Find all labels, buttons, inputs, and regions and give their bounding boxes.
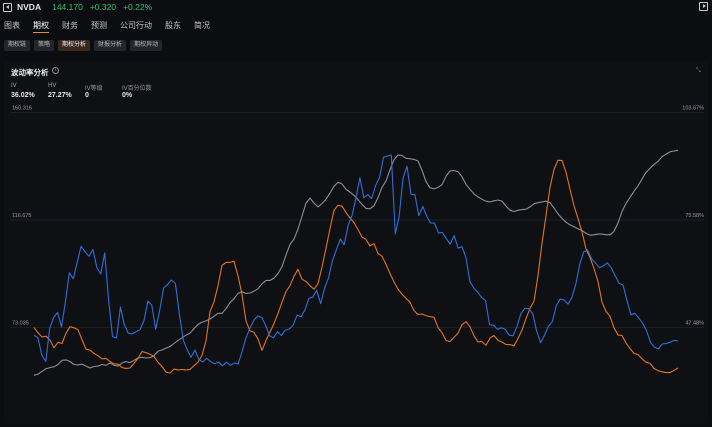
stat-iv-percentile: IV百分位数 0% <box>122 83 159 99</box>
stat-label: IV等级 <box>85 86 103 92</box>
stat-hv: HV 27.27% <box>48 83 85 99</box>
last-price: 144.170 <box>52 2 83 12</box>
series-line-0 <box>33 154 679 367</box>
tab-chart[interactable]: 图表 <box>4 21 20 30</box>
subtab-earnings-analysis[interactable]: 财报分析 <box>94 40 127 51</box>
stat-value: 0% <box>122 92 133 99</box>
stat-iv-rank: IV等级 0 <box>85 83 122 99</box>
subtab-strategy[interactable]: 策略 <box>34 40 55 51</box>
tab-profile[interactable]: 简况 <box>194 21 210 30</box>
tab-financials[interactable]: 财务 <box>62 21 78 30</box>
stat-value: 36.02% <box>11 92 35 99</box>
left-axis-tick: 160.316 <box>12 106 32 112</box>
left-axis-tick: 73.035 <box>12 321 29 327</box>
tab-forecast[interactable]: 预测 <box>91 21 107 30</box>
right-axis-tick: 75.58% <box>685 213 704 219</box>
stat-label: IV <box>11 83 17 89</box>
app-header: NVDA 144.170 +0.320 +0.22% <box>0 0 712 14</box>
right-axis-tick: 47.48% <box>685 321 704 327</box>
stat-label: HV <box>48 83 57 89</box>
price-change: +0.320 <box>89 2 117 12</box>
tab-corporate-actions[interactable]: 公司行动 <box>120 21 152 30</box>
tab-options[interactable]: 期权 <box>33 20 49 34</box>
left-axis-tick: 116.675 <box>12 213 31 219</box>
subtab-unusual-activity[interactable]: 期权异动 <box>130 40 163 51</box>
fullscreen-icon[interactable]: ⤡ <box>696 68 701 74</box>
right-axis-tick: 103.67% <box>682 106 704 112</box>
stat-label: IV百分位数 <box>122 86 152 92</box>
expand-panel-icon[interactable] <box>699 2 708 11</box>
main-tabs: 图表 期权 财务 预测 公司行动 股东 简况 <box>4 20 223 34</box>
options-subtabs: 期权链 策略 期权分析 财报分析 期权异动 <box>4 40 166 51</box>
series-line-2 <box>33 149 679 376</box>
info-icon[interactable]: i <box>52 67 59 74</box>
collapse-panel-icon[interactable] <box>3 2 12 12</box>
subtab-option-analysis[interactable]: 期权分析 <box>58 40 91 51</box>
stat-value: 0 <box>85 92 89 99</box>
stat-iv: IV 36.02% <box>11 83 48 99</box>
volatility-stats: IV 36.02% HV 27.27% IV等级 0 IV百分位数 0% <box>11 83 159 99</box>
price-change-percent: +0.22% <box>123 2 153 12</box>
tab-shareholders[interactable]: 股东 <box>165 21 181 30</box>
panel-title: 波动率分析 <box>11 68 49 77</box>
subtab-option-chain[interactable]: 期权链 <box>4 40 31 51</box>
series-line-1 <box>33 159 679 374</box>
stat-value: 27.27% <box>48 92 72 99</box>
ticker-symbol: NVDA <box>17 2 42 12</box>
